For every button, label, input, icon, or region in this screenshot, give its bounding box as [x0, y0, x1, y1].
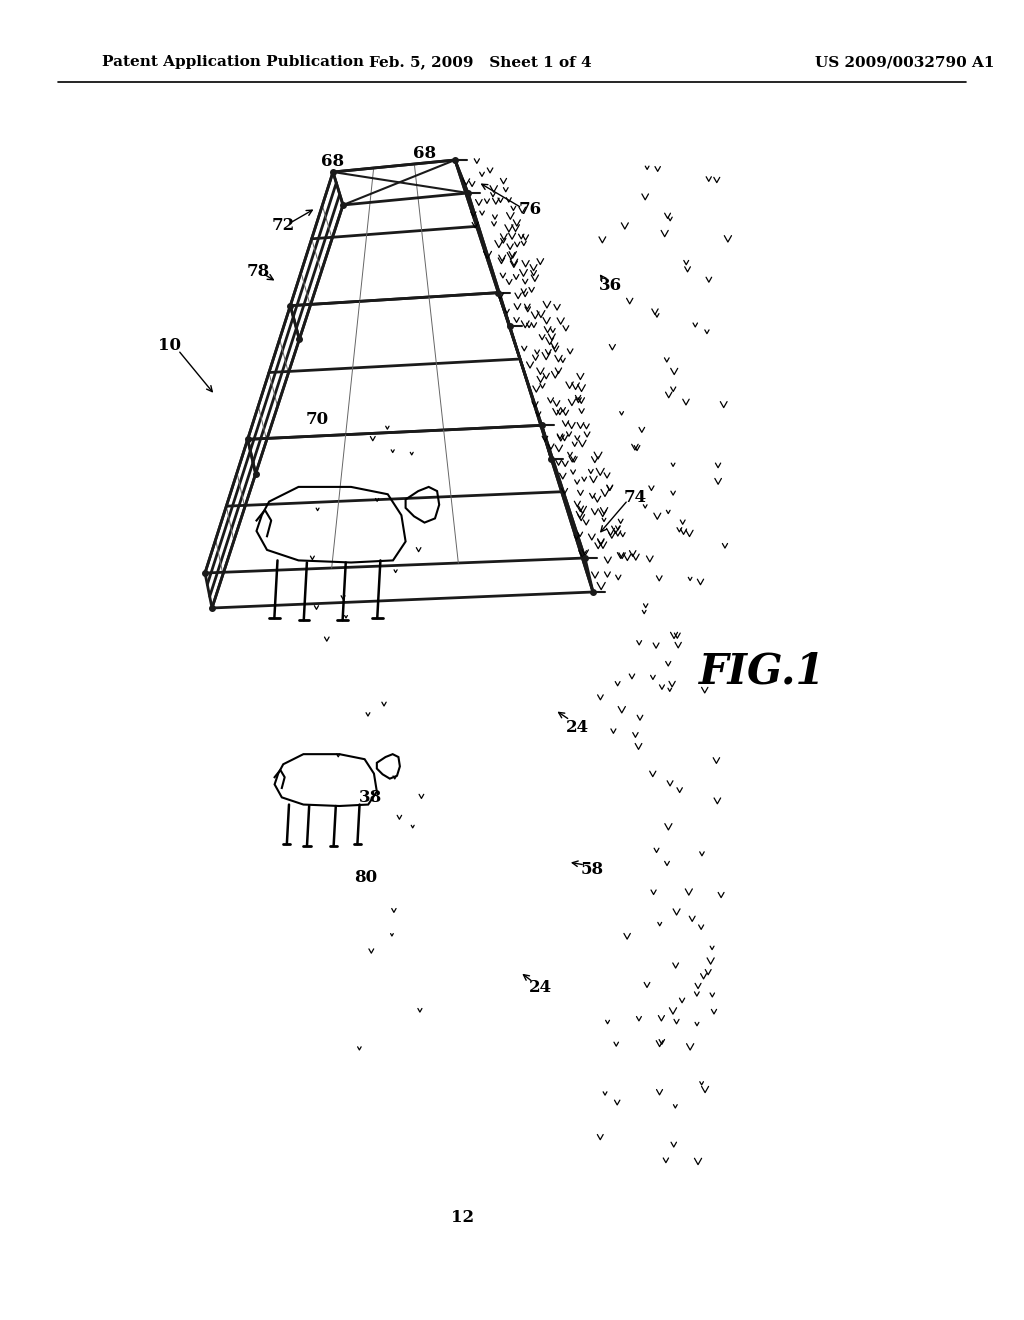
Text: 12: 12 — [452, 1209, 474, 1226]
Text: US 2009/0032790 A1: US 2009/0032790 A1 — [815, 55, 994, 69]
Text: 68: 68 — [414, 144, 436, 161]
Text: Feb. 5, 2009   Sheet 1 of 4: Feb. 5, 2009 Sheet 1 of 4 — [369, 55, 591, 69]
Text: 24: 24 — [565, 719, 589, 737]
Text: FIG.1: FIG.1 — [698, 651, 825, 693]
Text: 80: 80 — [354, 870, 378, 887]
Text: 72: 72 — [271, 216, 295, 234]
Text: 68: 68 — [322, 153, 344, 170]
Text: 36: 36 — [598, 276, 622, 293]
Text: 10: 10 — [159, 337, 181, 354]
Text: Patent Application Publication: Patent Application Publication — [102, 55, 364, 69]
Text: 70: 70 — [305, 412, 329, 429]
Text: 38: 38 — [358, 789, 382, 807]
Text: 76: 76 — [518, 202, 542, 219]
Text: 74: 74 — [624, 490, 646, 507]
Text: 78: 78 — [247, 264, 269, 281]
Text: 24: 24 — [528, 979, 552, 997]
Text: 58: 58 — [581, 862, 603, 879]
